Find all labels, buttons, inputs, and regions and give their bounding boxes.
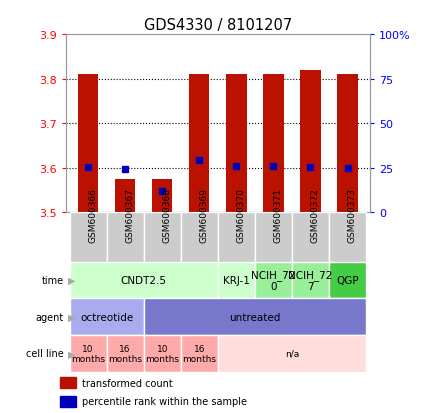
Bar [255,213,292,262]
Text: transformed count: transformed count [82,378,173,388]
Bar [329,262,366,299]
Bar [292,262,329,299]
Text: GSM600369: GSM600369 [199,188,208,242]
Bar [292,213,329,262]
Text: 10
months: 10 months [145,344,179,363]
Text: NCIH_72
7: NCIH_72 7 [288,270,333,291]
Text: ▶: ▶ [68,349,76,358]
Text: 16
months: 16 months [108,344,142,363]
Text: KRJ-1: KRJ-1 [223,275,250,285]
Bar [70,213,107,262]
Text: GSM600368: GSM600368 [162,188,171,242]
Text: 16
months: 16 months [182,344,216,363]
Bar [70,299,144,335]
Text: ▶: ▶ [68,312,76,322]
Text: GSM600373: GSM600373 [348,188,357,242]
Text: 10
months: 10 months [71,344,105,363]
Text: QGP: QGP [336,275,359,285]
Text: GSM600372: GSM600372 [310,188,320,242]
Text: agent: agent [36,312,64,322]
Bar [337,75,358,213]
Text: GSM600367: GSM600367 [125,188,134,242]
Bar [300,71,320,213]
Bar [107,213,144,262]
Text: n/a: n/a [285,349,299,358]
Text: ▶: ▶ [68,275,76,285]
Bar [60,396,76,407]
Text: time: time [42,275,64,285]
Bar [115,179,135,213]
Bar [329,213,366,262]
Text: untreated: untreated [229,312,280,322]
Text: CNDT2.5: CNDT2.5 [121,275,167,285]
Bar [226,75,246,213]
Text: NCIH_72
0: NCIH_72 0 [251,270,295,291]
Bar [70,335,107,372]
Bar [144,335,181,372]
Bar [181,335,218,372]
Bar [218,335,366,372]
Title: GDS4330 / 8101207: GDS4330 / 8101207 [144,18,292,33]
Text: GSM600371: GSM600371 [273,188,282,242]
Bar [189,75,210,213]
Bar [218,262,255,299]
Bar [255,262,292,299]
Text: GSM600370: GSM600370 [236,188,245,242]
Text: percentile rank within the sample: percentile rank within the sample [82,396,247,406]
Text: GSM600366: GSM600366 [88,188,97,242]
Bar [218,213,255,262]
Bar [152,179,173,213]
Bar [107,335,144,372]
Bar [144,213,181,262]
Bar [263,75,283,213]
Bar [78,75,98,213]
Bar [60,377,76,388]
Bar [70,262,218,299]
Bar [181,213,218,262]
Text: cell line: cell line [26,349,64,358]
Text: octreotide: octreotide [80,312,133,322]
Bar [144,299,366,335]
